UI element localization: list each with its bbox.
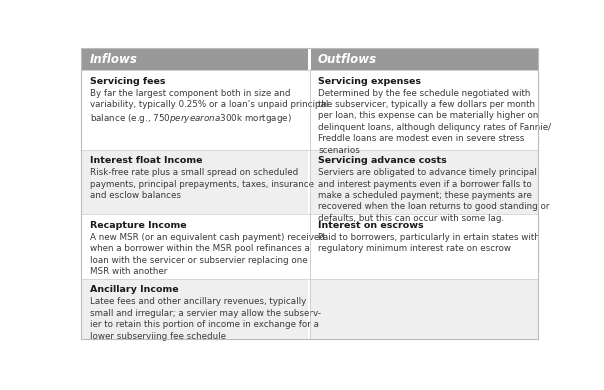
Bar — [311, 214, 538, 278]
Bar — [81, 149, 308, 214]
Text: A new MSR (or an equivalent cash payment) received
when a borrower within the MS: A new MSR (or an equivalent cash payment… — [89, 233, 324, 276]
Bar — [311, 149, 538, 214]
Bar — [81, 278, 308, 339]
Text: Risk-free rate plus a small spread on scheduled
payments, principal prepayments,: Risk-free rate plus a small spread on sc… — [89, 168, 313, 200]
Text: Latee fees and other ancillary revenues, typically
small and irregular; a servie: Latee fees and other ancillary revenues,… — [89, 297, 321, 340]
Text: Servicing advance costs: Servicing advance costs — [318, 156, 447, 165]
Text: Servicing fees: Servicing fees — [89, 76, 165, 85]
Bar — [81, 214, 308, 278]
Text: Determined by the fee schedule negotiated with
the subservicer, typically a few : Determined by the fee schedule negotiate… — [318, 89, 551, 155]
Text: Servicing expenses: Servicing expenses — [318, 76, 421, 85]
Bar — [81, 48, 308, 70]
Text: Ancillary Income: Ancillary Income — [89, 285, 178, 294]
Text: Inflows: Inflows — [89, 53, 138, 66]
Text: Serviers are obligated to advance timely principal
and interest payments even if: Serviers are obligated to advance timely… — [318, 168, 550, 223]
Bar — [311, 278, 538, 339]
Text: Outflows: Outflows — [318, 53, 377, 66]
Bar — [311, 48, 538, 70]
Bar — [311, 70, 538, 149]
Text: Paid to borrowers, particularly in ertain states with
regulatory minimum interes: Paid to borrowers, particularly in ertai… — [318, 233, 540, 253]
Text: By far the largest component both in size and
variability, typically 0.25% or a : By far the largest component both in siz… — [89, 89, 328, 125]
Text: Interest on escrows: Interest on escrows — [318, 221, 423, 230]
Bar — [81, 70, 308, 149]
Text: Recapture Income: Recapture Income — [89, 221, 186, 230]
Text: Interest float Income: Interest float Income — [89, 156, 202, 165]
